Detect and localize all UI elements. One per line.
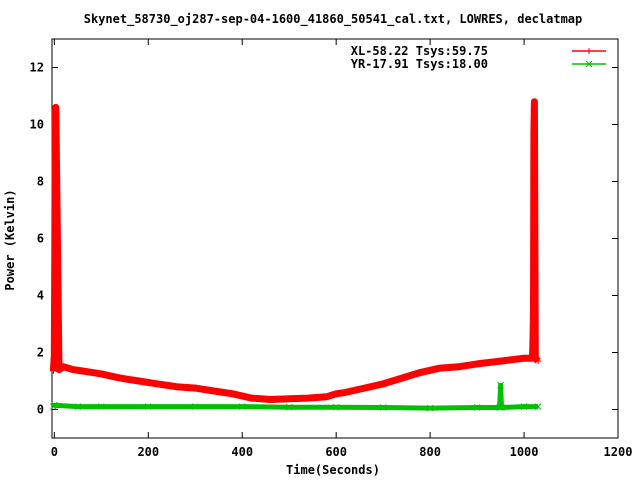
series-2-point [520, 403, 528, 411]
series-1-point [70, 366, 77, 373]
series-2-point [285, 403, 293, 411]
series-1-point [173, 383, 180, 390]
y-tick-label: 0 [37, 403, 44, 417]
legend-label-1: XL-58.22 Tsys:59.75 [351, 44, 488, 58]
chart-title: Skynet_58730_oj287-sep-04-1600_41860_505… [84, 12, 583, 27]
series-1-point [52, 138, 59, 145]
series-1-point [50, 368, 57, 375]
series-line-core-1 [52, 101, 539, 401]
series-1-point [455, 363, 462, 370]
series-1-point [60, 363, 67, 370]
series-layer [49, 98, 542, 412]
series-line-1 [49, 98, 541, 403]
series-1-point [117, 375, 124, 382]
series-1-point [323, 393, 330, 400]
series-2-point [50, 401, 58, 409]
series-1-point [267, 396, 274, 403]
legend-label-2: YR-17.91 Tsys:18.00 [351, 57, 488, 71]
y-tick-label: 10 [30, 118, 44, 132]
x-axis-label: Time(Seconds) [286, 463, 380, 477]
y-tick-label: 4 [37, 289, 44, 303]
series-2-point [238, 403, 246, 411]
series-1-point [51, 246, 58, 253]
y-tick-label: 8 [37, 175, 44, 189]
series-2-point [191, 403, 199, 411]
series-2-point [496, 404, 503, 411]
x-tick-label: 800 [419, 445, 441, 459]
y-tick-label: 2 [37, 346, 44, 360]
series-1-point [286, 395, 293, 402]
series-1-point [51, 352, 58, 359]
series-1-point [52, 104, 59, 111]
y-tick-label: 12 [30, 61, 44, 75]
series-2-point [498, 404, 505, 411]
series-2-point [534, 403, 542, 411]
series-2-point [379, 404, 387, 411]
series-1-point [333, 390, 340, 397]
series-1-point [474, 360, 481, 367]
series-2-point [74, 403, 82, 411]
series-1-point [380, 380, 387, 387]
series-2-point [144, 403, 152, 411]
y-axis-ticks: 0 2 4 6 8 10 12 [30, 61, 618, 417]
x-axis-ticks: 0 200 400 600 800 1000 1200 [51, 39, 633, 459]
y-tick-label: 6 [37, 232, 44, 246]
series-1-point [79, 368, 86, 375]
series-1-point [342, 389, 349, 396]
series-2-point [332, 403, 340, 411]
series-1-point [248, 395, 255, 402]
x-tick-label: 200 [137, 445, 159, 459]
series-1-point [535, 358, 542, 365]
series-1-point [56, 366, 63, 373]
series-1-point [398, 375, 405, 382]
series-1-point [361, 385, 368, 392]
series-1-point [530, 130, 537, 137]
series-1-point [531, 98, 538, 105]
series-2-point [97, 403, 105, 411]
series-1-point [436, 365, 443, 372]
series-1-point [521, 355, 528, 362]
series-1-point [530, 306, 537, 313]
series-1-point [229, 390, 236, 397]
series-2-point [497, 381, 504, 389]
series-1-point [192, 385, 199, 392]
series-2-point [426, 404, 434, 412]
series-1-point [529, 335, 536, 342]
y-axis-label: Power (Kelvin) [3, 189, 17, 290]
x-tick-label: 400 [231, 445, 253, 459]
series-1-point [98, 370, 105, 377]
series-1-point [211, 387, 218, 394]
legend-marker [585, 60, 593, 68]
series-1-point [497, 358, 504, 365]
series-1-point [304, 395, 311, 402]
x-tick-label: 1000 [510, 445, 539, 459]
series-2-point [473, 404, 481, 411]
series-1-point [88, 369, 95, 376]
x-tick-label: 600 [325, 445, 347, 459]
series-1-point [532, 355, 539, 362]
series-1-point [154, 380, 161, 387]
series-1-point [417, 369, 424, 376]
x-tick-label: 0 [51, 445, 58, 459]
series-1-point [135, 378, 142, 384]
x-tick-label: 1200 [604, 445, 633, 459]
